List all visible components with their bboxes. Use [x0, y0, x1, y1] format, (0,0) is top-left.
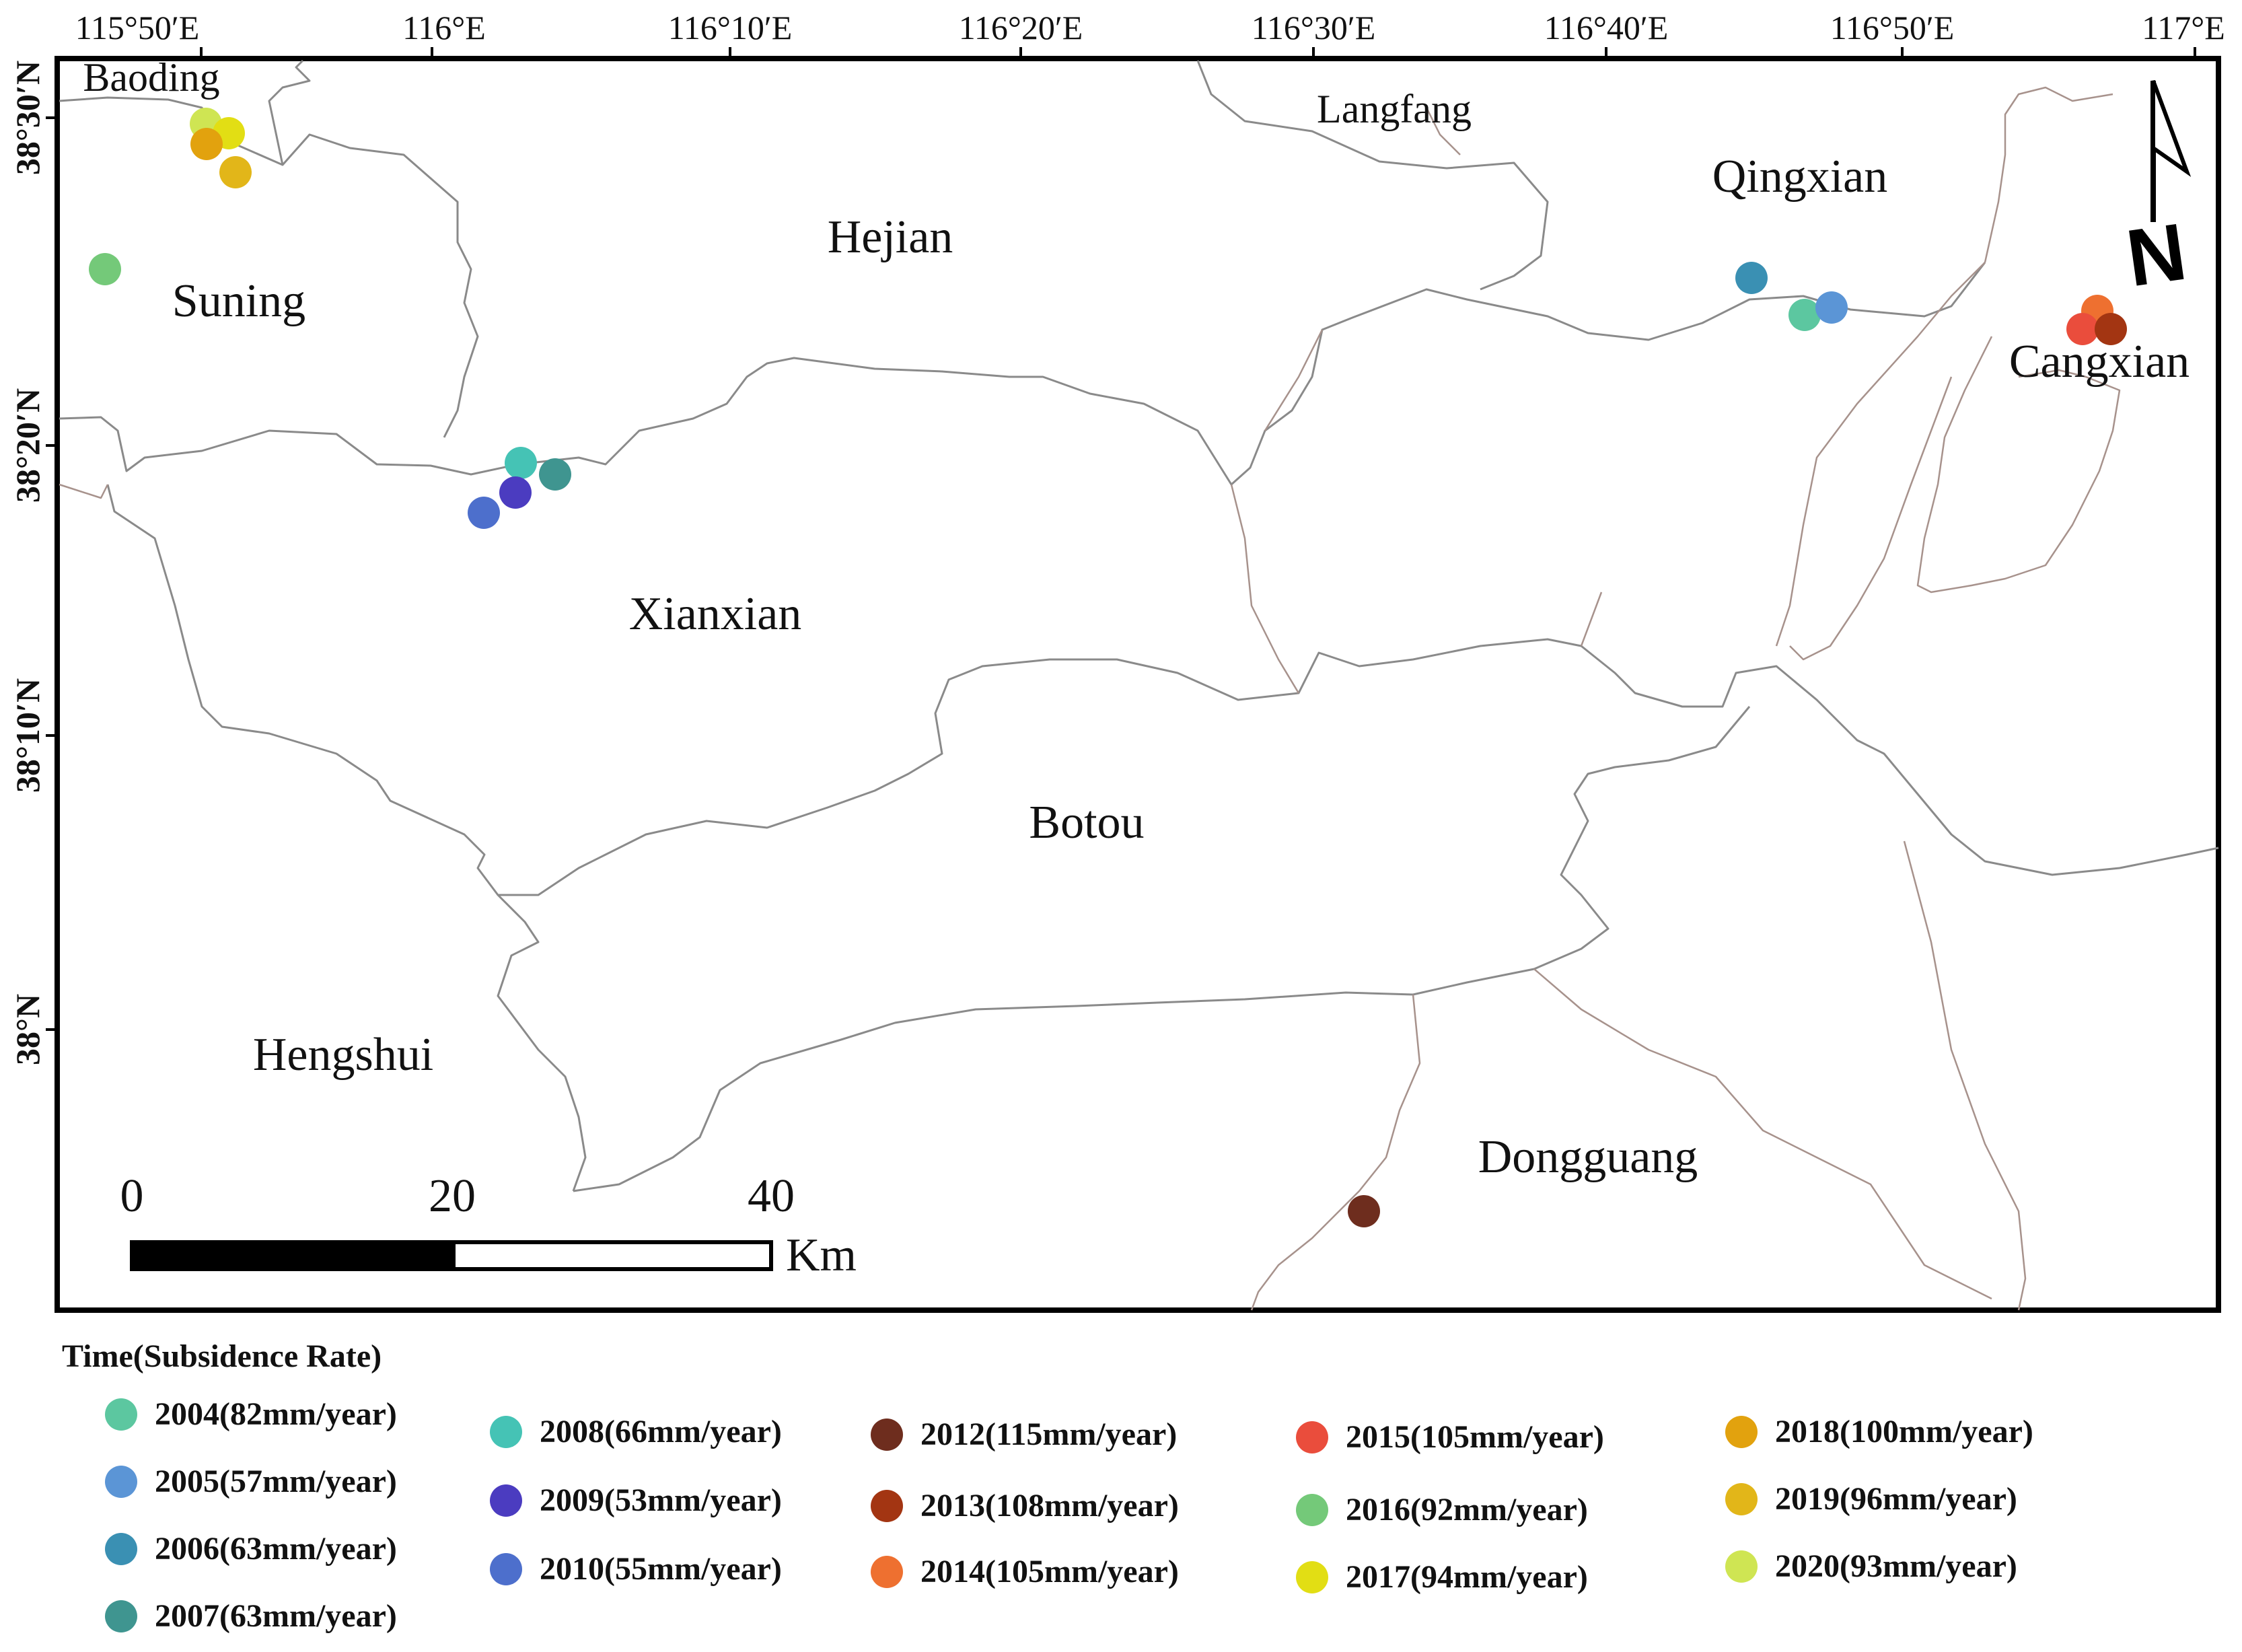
place-label-botou: Botou	[1029, 797, 1144, 849]
lon-label: 116°50′E	[1830, 9, 1955, 46]
lat-label: 38°30′N	[9, 61, 46, 175]
subsidence-points	[89, 108, 2127, 1227]
point-2016	[89, 253, 121, 285]
point-2018	[190, 128, 223, 160]
legend-label: 2020(93mm/year)	[1775, 1548, 2017, 1584]
legend-label: 2016(92mm/year)	[1346, 1492, 1588, 1528]
legend-title: Time(Subsidence Rate)	[62, 1338, 382, 1374]
legend-swatch	[1296, 1421, 1328, 1453]
lon-label: 116°E	[402, 9, 486, 46]
scale-label-40: 40	[748, 1170, 795, 1222]
legend-label: 2012(115mm/year)	[920, 1416, 1178, 1452]
point-2012	[1348, 1195, 1380, 1227]
map-frame	[55, 56, 2221, 1313]
point-2010	[468, 497, 500, 529]
legend-item: 2015(105mm/year)	[1296, 1418, 1604, 1456]
north-arrow-letter: N	[2122, 207, 2192, 304]
legend-swatch	[490, 1552, 522, 1585]
lat-label: 38°N	[9, 994, 46, 1065]
legend-swatch	[1725, 1415, 1758, 1448]
place-label-qingxian: Qingxian	[1712, 151, 1888, 203]
legend-swatch	[871, 1418, 903, 1451]
legend-item: 2016(92mm/year)	[1296, 1491, 1588, 1528]
legend-item: 2013(108mm/year)	[871, 1487, 1179, 1524]
legend-item: 2014(105mm/year)	[871, 1553, 1179, 1590]
place-labels: Baoding Langfang Qingxian Hejian Suning …	[83, 55, 2190, 1183]
point-2004	[1788, 299, 1821, 331]
legend-item: 2010(55mm/year)	[490, 1550, 782, 1587]
point-2008	[505, 447, 537, 479]
legend-item: 2008(66mm/year)	[490, 1413, 782, 1450]
legend-label: 2014(105mm/year)	[920, 1554, 1179, 1589]
legend-label: 2005(57mm/year)	[155, 1464, 397, 1499]
legend-swatch	[871, 1489, 903, 1522]
north-arrow: N	[2122, 79, 2192, 304]
place-label-hejian: Hejian	[828, 211, 953, 263]
legend-label: 2015(105mm/year)	[1346, 1419, 1604, 1455]
legend-swatch	[1296, 1560, 1328, 1593]
place-label-cangxian: Cangxian	[2009, 336, 2190, 388]
place-label-dongguang: Dongguang	[1478, 1131, 1698, 1183]
legend-swatch	[1725, 1550, 1758, 1583]
legend-item: 2017(94mm/year)	[1296, 1558, 1588, 1595]
county-boundaries	[59, 59, 2219, 1311]
legend-swatch	[490, 1415, 522, 1448]
legend-label: 2013(108mm/year)	[920, 1488, 1179, 1523]
tick-marks	[46, 47, 2196, 1031]
legend-label: 2018(100mm/year)	[1775, 1414, 2033, 1449]
point-2005	[1815, 291, 1848, 324]
legend-item: 2004(82mm/year)	[105, 1396, 397, 1433]
lat-label: 38°20′N	[9, 388, 46, 503]
legend-item: 2020(93mm/year)	[1725, 1548, 2017, 1585]
lon-label: 117°E	[2142, 9, 2225, 46]
legend-swatch	[105, 1465, 137, 1498]
legend-label: 2009(53mm/year)	[540, 1482, 782, 1518]
legend-item: 2012(115mm/year)	[871, 1416, 1177, 1453]
legend-swatch	[1725, 1482, 1758, 1515]
lon-label: 116°20′E	[959, 9, 1083, 46]
point-2006	[1735, 262, 1768, 294]
lon-label: 116°30′E	[1252, 9, 1376, 46]
point-2019	[219, 156, 252, 188]
latitude-labels: 38°30′N 38°20′N 38°10′N 38°N	[9, 61, 46, 1065]
legend-item: 2009(53mm/year)	[490, 1482, 782, 1519]
place-label-hengshui: Hengshui	[253, 1029, 433, 1081]
place-label-xianxian: Xianxian	[629, 588, 802, 640]
legend-label: 2008(66mm/year)	[540, 1414, 782, 1449]
scale-bar: 0 20 40 Km	[120, 1170, 857, 1281]
legend-label: 2006(63mm/year)	[155, 1531, 397, 1567]
legend-swatch	[871, 1555, 903, 1588]
point-2007	[539, 458, 571, 491]
place-label-langfang: Langfang	[1317, 87, 1472, 131]
lon-label: 116°10′E	[668, 9, 793, 46]
legend-item: 2006(63mm/year)	[105, 1530, 397, 1567]
scale-label-20: 20	[429, 1170, 476, 1222]
point-2009	[499, 476, 532, 509]
legend-swatch	[105, 1600, 137, 1632]
point-2013	[2095, 313, 2127, 345]
place-label-baoding: Baoding	[83, 55, 219, 100]
legend-item: 2019(96mm/year)	[1725, 1480, 2017, 1517]
legend-item: 2005(57mm/year)	[105, 1463, 397, 1500]
legend-label: 2019(96mm/year)	[1775, 1481, 2017, 1517]
lon-label: 115°50′E	[75, 9, 200, 46]
longitude-labels: 115°50′E 116°E 116°10′E 116°20′E 116°30′…	[75, 9, 2225, 46]
lon-label: 116°40′E	[1544, 9, 1669, 46]
legend-swatch	[105, 1532, 137, 1565]
legend-swatch	[490, 1484, 522, 1517]
legend-item: 2007(63mm/year)	[105, 1597, 397, 1635]
legend-label: 2017(94mm/year)	[1346, 1559, 1588, 1595]
point-2015	[2066, 313, 2099, 345]
legend-item: 2018(100mm/year)	[1725, 1413, 2033, 1450]
place-label-suning: Suning	[172, 275, 305, 327]
legend-label: 2007(63mm/year)	[155, 1598, 397, 1634]
scale-label-0: 0	[120, 1170, 144, 1222]
lat-label: 38°10′N	[9, 678, 46, 793]
legend-swatch	[1296, 1493, 1328, 1526]
legend-label: 2010(55mm/year)	[540, 1551, 782, 1587]
scale-unit: Km	[786, 1229, 857, 1281]
legend-label: 2004(82mm/year)	[155, 1396, 397, 1432]
legend-swatch	[105, 1398, 137, 1431]
